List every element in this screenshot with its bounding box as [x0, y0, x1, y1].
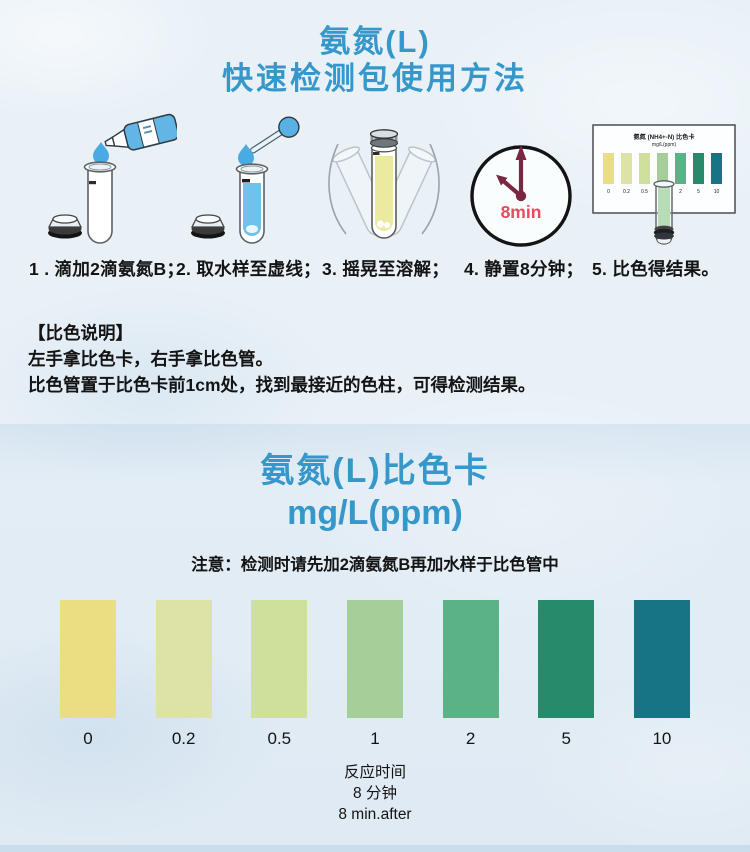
step-4: 8min 4. 静置8分钟；	[460, 112, 588, 281]
mini-swatch-label: 5	[697, 189, 700, 195]
dropper-bottle-into-tube-icon	[47, 113, 177, 244]
hour-hand-arrow-icon	[496, 174, 508, 186]
step-5-caption: 5. 比色得结果。	[592, 259, 720, 279]
color-card-title-line2: mg/L(ppm)	[287, 494, 463, 532]
drop-icon	[93, 142, 109, 164]
clock-center-dot	[515, 190, 527, 202]
step-4-caption: 4. 静置8分钟；	[464, 259, 584, 279]
step-1: 1 . 滴加2滴氨氮B；	[25, 112, 185, 281]
page-title: 氨氮(L) 快速检测包使用方法	[0, 24, 750, 98]
step-1-caption: 1 . 滴加2滴氨氮B；	[29, 259, 185, 279]
reaction-time-line3: 8 min.after	[338, 806, 412, 823]
usage-note: 注意：检测时请先加2滴氨氮B再加水样于比色管中	[191, 556, 559, 574]
color-swatch	[442, 600, 499, 718]
color-swatch	[60, 600, 116, 718]
clock-label: 8min	[501, 202, 542, 222]
mini-swatch	[639, 153, 650, 184]
reaction-time-line2: 8 分钟	[353, 785, 397, 802]
mini-card-unit: mg/L(ppm)	[652, 142, 677, 148]
step-2-caption: 2. 取水样至虚线；	[176, 259, 321, 279]
mini-swatch-label: 10	[714, 189, 720, 195]
swatch-column: 0.5	[251, 600, 308, 749]
clock-icon: 8min	[470, 145, 572, 247]
color-swatch	[538, 600, 595, 718]
swatch-column: 1	[346, 600, 403, 749]
page-title-line2: 快速检测包使用方法	[222, 61, 528, 96]
swatch-column: 0.2	[155, 600, 212, 749]
swatch-label: 0	[83, 729, 93, 748]
mini-swatch-label: 2	[679, 189, 682, 195]
step-3-caption: 3. 摇晃至溶解；	[322, 259, 450, 279]
mini-swatch-label: 0.2	[623, 189, 630, 195]
page-title-line1: 氨氮(L)	[319, 24, 431, 59]
instructions-heading: 【比色说明】	[28, 323, 133, 343]
swatch-column: 0	[60, 600, 116, 749]
swatch-label: 1	[370, 729, 380, 748]
filled-test-tube-icon	[235, 163, 269, 244]
swatch-label: 10	[652, 729, 672, 748]
mini-swatch-label: 0.5	[641, 189, 648, 195]
swatch-label: 0.2	[171, 729, 196, 748]
swatch-column: 5	[538, 600, 595, 749]
motion-arc-icon	[328, 143, 347, 235]
capped-tube-yellow-icon	[369, 129, 399, 239]
minute-hand-arrow-icon	[515, 145, 527, 160]
reagent-bottle-icon	[104, 113, 177, 151]
swatch-label: 0.5	[267, 729, 292, 748]
mini-card-title: 氨氮 (NH4+-N) 比色卡	[633, 133, 695, 141]
swatch-label: 2	[465, 729, 476, 748]
color-swatch-row: 0 0.2 0.5 1 2 5 10	[60, 600, 690, 749]
mini-swatch	[711, 153, 722, 184]
comparison-tube-icon	[653, 180, 675, 245]
mini-swatch	[693, 153, 704, 184]
color-swatch	[346, 600, 403, 718]
instructions-line2: 比色管置于比色卡前1cm处，找到最接近的色柱，可得检测结果。	[28, 375, 536, 395]
motion-arc-icon	[421, 143, 440, 235]
instructions-line1: 左手拿比色卡，右手拿比色管。	[28, 349, 273, 369]
drop-icon	[238, 144, 254, 166]
swatch-column: 10	[633, 600, 690, 749]
mini-swatch	[675, 153, 686, 184]
empty-test-tube-icon	[83, 161, 117, 244]
color-swatch	[633, 600, 690, 718]
step-3: 3. 摇晃至溶解；	[318, 112, 460, 281]
pipette-icon	[250, 116, 300, 154]
color-swatch	[251, 600, 308, 718]
swatch-label: 5	[561, 729, 572, 748]
step-5: 氨氮 (NH4+-N) 比色卡 mg/L(ppm) 0 0.2 0.5 1 2 …	[588, 112, 746, 281]
reaction-time-line1: 反应时间	[343, 764, 406, 781]
mini-swatch-label: 0	[607, 189, 610, 195]
mini-swatch	[621, 153, 632, 184]
step-2: 2. 取水样至虚线；	[172, 112, 321, 281]
color-card-title-line1: 氨氮(L)比色卡	[260, 452, 490, 490]
tube-cap-icon	[190, 214, 226, 239]
mini-swatch	[657, 153, 668, 184]
swatch-column: 2	[442, 600, 499, 749]
shaking-tube-icon	[328, 129, 440, 239]
color-card-title: 氨氮(L)比色卡 mg/L(ppm)	[0, 450, 750, 534]
bottom-edge-strip	[0, 845, 750, 852]
reaction-time-note: 反应时间 8 分钟 8 min.after	[0, 762, 750, 825]
pipette-into-tube-icon	[190, 116, 300, 244]
color-swatch	[155, 600, 212, 718]
colorimetric-instructions: 【比色说明】 左手拿比色卡，右手拿比色管。 比色管置于比色卡前1cm处，找到最接…	[28, 320, 536, 398]
color-card-compare-icon: 氨氮 (NH4+-N) 比色卡 mg/L(ppm) 0 0.2 0.5 1 2 …	[592, 124, 736, 245]
tube-cap-icon	[47, 214, 83, 239]
mini-swatch	[603, 153, 614, 184]
